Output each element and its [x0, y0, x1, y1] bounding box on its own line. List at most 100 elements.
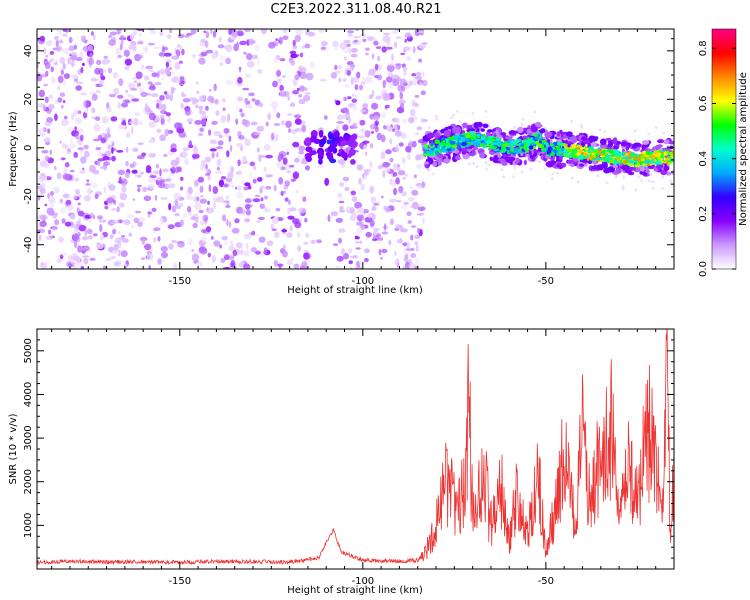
signal-blob [487, 129, 493, 133]
noise-blob [383, 166, 391, 173]
noise-blob [113, 261, 120, 267]
noise-blob [410, 234, 414, 241]
noise-blob [91, 107, 96, 114]
noise-blob [128, 120, 136, 125]
noise-blob [111, 155, 116, 162]
noise-blob [99, 234, 104, 241]
noise-blob [323, 115, 328, 120]
noise-blob [420, 118, 424, 122]
noise-blob [241, 180, 245, 185]
noise-blob [56, 29, 63, 33]
noise-blob [80, 92, 87, 96]
noise-blob [381, 248, 388, 254]
noise-blob [371, 102, 379, 110]
noise-blob [450, 116, 454, 120]
noise-blob [293, 114, 302, 119]
noise-blob [50, 76, 56, 84]
noise-blob [257, 58, 260, 66]
noise-blob [633, 138, 637, 142]
signal-blob [500, 143, 503, 146]
noise-blob [372, 115, 380, 121]
noise-blob [358, 178, 362, 185]
noise-blob [121, 185, 127, 193]
noise-blob [512, 175, 516, 179]
noise-blob [654, 126, 658, 129]
noise-blob [221, 235, 229, 241]
noise-blob [513, 166, 517, 169]
signal-blob [642, 163, 646, 167]
noise-blob [235, 118, 238, 125]
noise-blob [192, 222, 198, 229]
noise-blob [240, 112, 245, 118]
noise-blob [77, 127, 84, 134]
noise-blob [208, 88, 212, 92]
noise-blob [244, 218, 251, 223]
signal-blob [641, 143, 647, 151]
noise-blob [354, 201, 363, 209]
signal-blob [606, 159, 610, 164]
noise-blob [371, 53, 375, 60]
noise-blob [377, 74, 383, 81]
noise-blob [108, 39, 116, 46]
noise-blob [39, 35, 46, 42]
noise-blob [44, 62, 51, 69]
noise-blob [358, 135, 366, 139]
noise-blob [151, 207, 157, 212]
signal-blob [612, 164, 619, 169]
signal-blob [513, 148, 518, 153]
noise-blob [199, 106, 203, 115]
noise-blob [209, 148, 217, 152]
signal-blob [606, 154, 611, 159]
signal-blob [632, 143, 640, 147]
noise-blob [71, 265, 76, 269]
noise-blob [87, 44, 94, 52]
noise-blob [392, 78, 396, 84]
noise-blob [147, 211, 152, 215]
noise-blob [122, 238, 129, 243]
noise-blob [39, 220, 47, 227]
noise-blob [334, 46, 338, 51]
noise-blob [408, 259, 413, 264]
noise-blob [288, 207, 297, 212]
noise-blob [237, 76, 243, 84]
noise-blob [156, 128, 162, 133]
noise-blob [239, 108, 243, 113]
noise-blob [343, 252, 349, 260]
noise-blob [123, 219, 131, 226]
signal-blob [570, 146, 575, 150]
noise-blob [647, 179, 651, 183]
noise-blob [271, 217, 279, 225]
signal-blob [645, 169, 651, 174]
noise-blob [362, 38, 367, 43]
noise-blob [38, 89, 45, 98]
noise-blob [355, 29, 359, 32]
noise-blob [354, 241, 360, 244]
noise-blob [243, 249, 250, 257]
noise-blob [178, 130, 186, 138]
signal-blob [526, 128, 532, 135]
signal-blob [599, 155, 606, 158]
noise-blob [59, 56, 66, 65]
noise-blob [647, 132, 651, 136]
noise-blob [324, 177, 330, 186]
noise-blob [243, 51, 247, 55]
noise-blob [169, 67, 173, 70]
noise-blob [257, 216, 265, 221]
signal-blob [591, 152, 595, 156]
signal-blob [596, 164, 604, 171]
noise-blob [39, 160, 48, 168]
noise-blob [364, 216, 373, 223]
noise-blob [407, 220, 412, 224]
noise-blob [88, 57, 95, 65]
colorbar-tick-label: 0.6 [698, 96, 709, 112]
noise-blob [415, 244, 419, 252]
noise-blob [336, 114, 344, 121]
noise-blob [162, 168, 169, 173]
noise-blob [84, 228, 88, 237]
noise-blob [330, 72, 338, 79]
snr-series-line [37, 329, 674, 566]
signal-blob [639, 170, 645, 175]
noise-blob [387, 62, 395, 67]
noise-blob [108, 246, 114, 253]
noise-blob [356, 164, 364, 171]
